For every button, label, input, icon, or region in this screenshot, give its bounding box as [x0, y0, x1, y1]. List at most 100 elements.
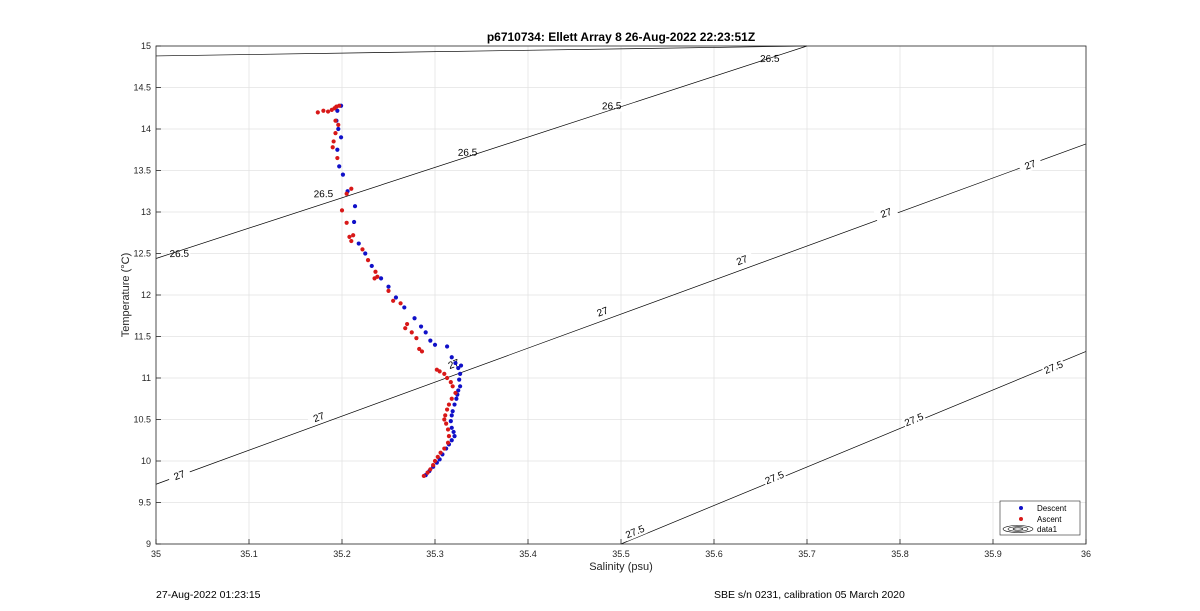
descent-point — [456, 388, 461, 393]
legend: Descent Ascent data1 — [999, 500, 1081, 536]
descent-point — [449, 438, 454, 443]
descent-point — [356, 241, 361, 246]
descent-point — [363, 251, 368, 256]
ascent-point — [405, 321, 410, 327]
ascent-point — [442, 371, 447, 376]
ascent-point — [330, 145, 335, 150]
ascent-point — [365, 258, 371, 263]
ascent-point — [373, 269, 378, 274]
contour-line — [155, 45, 808, 57]
axis-ticks: 35 35.1 35.2 35.3 35.4 35.5 35.6 35.7 35.8 35.9 36… — [133, 41, 1091, 559]
ascent-point — [403, 326, 408, 331]
ascent-point — [333, 118, 338, 123]
descent-point — [428, 338, 433, 343]
descent-point — [412, 316, 417, 321]
contour-label: 27 — [735, 254, 750, 268]
ascent-point — [421, 473, 426, 479]
footer-calibration: SBE s/n 0231, calibration 05 March 2020 — [714, 589, 905, 601]
descent-point — [336, 126, 341, 132]
descent-point — [418, 324, 424, 329]
ascent-point — [351, 233, 356, 238]
descent-point — [378, 276, 384, 281]
x-tick-label: 35.1 — [240, 549, 258, 559]
y-tick-label: 12.5 — [133, 249, 151, 259]
contour-label: 27 — [172, 469, 187, 483]
ascent-point — [360, 247, 365, 252]
x-tick-label: 35.7 — [798, 549, 816, 559]
x-tick-label: 36 — [1081, 549, 1091, 559]
y-tick-label: 10.5 — [133, 415, 151, 425]
ascent-point — [409, 330, 414, 335]
descent-point — [386, 284, 391, 289]
chart-title: p6710734: Ellett Array 8 26-Aug-2022 22:… — [487, 30, 755, 44]
ascent-point — [315, 110, 320, 115]
legend-descent-label: Descent — [1037, 504, 1067, 513]
ascent-point — [453, 390, 458, 396]
ascent-point — [349, 186, 354, 191]
ascent-point — [375, 274, 380, 279]
descent-point — [335, 147, 340, 152]
x-axis-label: Salinity (psu) — [589, 561, 653, 573]
descent-point — [448, 419, 453, 424]
y-tick-label: 9.5 — [138, 498, 151, 508]
contour-label-background — [312, 187, 335, 200]
legend-descent-marker — [1019, 506, 1023, 510]
y-tick-label: 9 — [146, 539, 151, 549]
ascent-point — [445, 440, 451, 445]
ascent-point — [446, 434, 452, 439]
y-tick-label: 14 — [141, 124, 151, 134]
footer-timestamp: 27-Aug-2022 01:23:15 — [156, 589, 261, 601]
ascent-point — [444, 407, 450, 412]
descent-point — [454, 396, 459, 401]
descent-point — [432, 342, 438, 347]
y-tick-label: 15 — [141, 41, 151, 51]
ascent-point — [442, 417, 447, 422]
contour-label: 26.5 — [760, 54, 780, 65]
y-tick-label: 11.5 — [134, 332, 151, 342]
descent-point — [352, 204, 358, 209]
contour-label: 27 — [879, 207, 894, 221]
descent-point — [423, 330, 428, 335]
y-tick-label: 10 — [141, 456, 151, 466]
ascent-point — [333, 131, 338, 136]
contour-label: 27 — [596, 305, 611, 319]
ascent-point — [446, 402, 452, 407]
descent-point — [449, 413, 454, 418]
y-tick-label: 11 — [142, 373, 151, 383]
descent-point — [450, 409, 455, 414]
descent-point — [337, 164, 342, 169]
ascent-point — [437, 369, 442, 374]
x-tick-label: 35.4 — [519, 549, 537, 559]
contour-label-background — [1040, 357, 1066, 377]
contour-label-background — [306, 407, 332, 427]
ascent-point — [398, 301, 403, 306]
descent-point — [444, 344, 450, 349]
ascent-point — [435, 454, 440, 459]
descent-point — [451, 429, 456, 435]
legend-ascent-marker — [1019, 517, 1023, 521]
descent-point — [452, 402, 457, 407]
contour-line — [155, 143, 1087, 485]
ascent-point — [347, 234, 352, 239]
contour-label-background — [729, 250, 755, 270]
contour-label-background — [1017, 155, 1043, 175]
y-tick-label: 13 — [141, 207, 151, 217]
ascent-point — [331, 139, 336, 144]
descent-point — [457, 377, 462, 382]
x-tick-label: 35.6 — [705, 549, 723, 559]
contour-line — [155, 45, 808, 259]
descent-point — [452, 434, 457, 439]
descent-point — [458, 371, 463, 376]
x-tick-label: 35.5 — [612, 549, 630, 559]
ascent-point — [391, 298, 396, 303]
contour-label: 26.5 — [458, 148, 478, 159]
y-tick-label: 12 — [141, 290, 151, 300]
contour-label: 26.5 — [602, 101, 622, 112]
ascent-point — [444, 421, 449, 426]
contour-label: 27 — [312, 411, 327, 425]
ascent-point — [443, 413, 448, 418]
contour-label-background — [590, 302, 615, 322]
ascent-point — [438, 450, 443, 455]
contour-label: 27 — [1023, 158, 1038, 172]
